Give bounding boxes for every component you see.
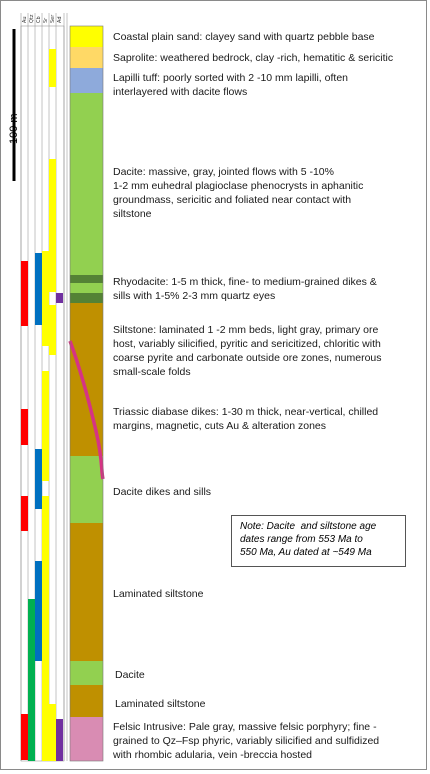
sr-interval bbox=[42, 251, 49, 346]
unit-label-felsic-intrusive: Felsic Intrusive: Pale gray, massive fel… bbox=[113, 721, 380, 761]
unit-dacite-dikes bbox=[70, 456, 103, 523]
unit-label-siltstone: Siltstone: laminated 1 -2 mm beds, light… bbox=[113, 324, 382, 378]
column-header-cb: Cb bbox=[36, 16, 42, 23]
unit-lapilli-tuff bbox=[70, 68, 103, 93]
unit-label-rhyodacite: Rhyodacite: 1-5 m thick, fine- to medium… bbox=[113, 276, 377, 302]
scale-bar-label: 100 m bbox=[8, 113, 20, 144]
unit-label-laminated-siltstone-2: Laminated siltstone bbox=[115, 698, 206, 710]
unit-coastal-plain-sand bbox=[70, 26, 103, 47]
au-interval bbox=[21, 714, 28, 760]
alteration-columns bbox=[20, 13, 65, 762]
au-interval bbox=[21, 409, 28, 445]
unit-rhyodacite-2 bbox=[70, 293, 103, 303]
cb-interval bbox=[35, 561, 42, 661]
ser-interval bbox=[49, 305, 56, 355]
ad-interval bbox=[56, 719, 63, 761]
au-interval bbox=[21, 496, 28, 531]
au-interval bbox=[21, 261, 28, 326]
ad-interval bbox=[56, 293, 63, 303]
unit-label-lapilli-tuff: Lapilli tuff: poorly sorted with 2 -10 m… bbox=[113, 72, 348, 98]
cb-interval bbox=[35, 253, 42, 325]
unit-saprolite bbox=[70, 47, 103, 68]
unit-label-coastal-plain-sand: Coastal plain sand: clayey sand with qua… bbox=[113, 31, 375, 43]
unit-label-laminated-siltstone: Laminated siltstone bbox=[113, 588, 204, 600]
column-header-ser: Ser bbox=[50, 14, 56, 23]
lithology-column bbox=[66, 13, 105, 762]
ser-interval bbox=[49, 704, 56, 761]
unit-laminated-siltstone bbox=[70, 523, 103, 661]
unit-dacite-thin bbox=[70, 283, 103, 293]
age-note: Note: Dacite and siltstone age dates ran… bbox=[231, 515, 406, 567]
unit-rhyodacite bbox=[70, 275, 103, 283]
ser-interval bbox=[49, 49, 56, 87]
cb-interval bbox=[35, 449, 42, 509]
qtz-interval bbox=[28, 599, 35, 761]
unit-felsic-intrusive bbox=[70, 717, 103, 761]
sr-interval bbox=[42, 496, 49, 761]
unit-dacite bbox=[70, 93, 103, 275]
column-header-sr: Sr bbox=[43, 17, 49, 23]
column-header-qtz: Qtz bbox=[29, 14, 35, 23]
unit-dacite-2 bbox=[70, 661, 103, 685]
column-header-au: Au bbox=[22, 16, 28, 23]
unit-label-saprolite: Saprolite: weathered bedrock, clay -rich… bbox=[113, 52, 394, 64]
unit-label-dacite-dikes: Dacite dikes and sills bbox=[113, 486, 212, 498]
column-header-ad: Ad bbox=[57, 16, 63, 23]
unit-label-diabase-dikes: Triassic diabase dikes: 1-30 m thick, ne… bbox=[113, 406, 379, 432]
ser-interval bbox=[49, 159, 56, 292]
sr-interval bbox=[42, 371, 49, 481]
unit-laminated-siltstone-2 bbox=[70, 685, 103, 717]
unit-label-dacite: Dacite: massive, gray, jointed flows wit… bbox=[113, 166, 364, 220]
diabase-dike bbox=[68, 340, 105, 480]
unit-label-dacite-2: Dacite bbox=[115, 669, 145, 681]
